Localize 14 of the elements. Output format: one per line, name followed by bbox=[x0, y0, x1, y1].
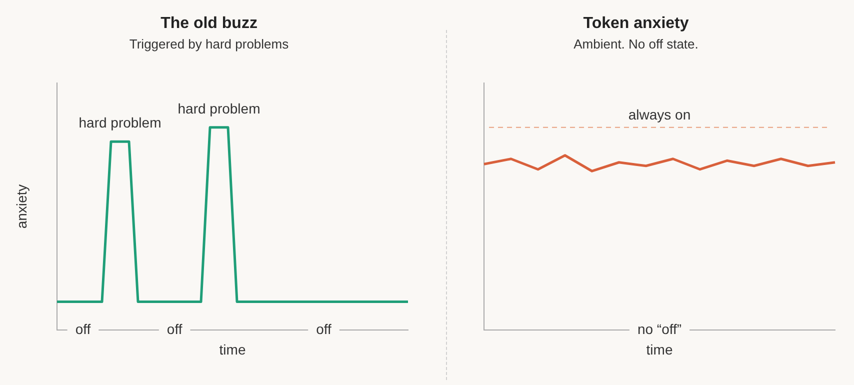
annotation: hard problem bbox=[78, 114, 162, 130]
annotation: off bbox=[316, 321, 332, 338]
y-axis-title: anxiety bbox=[13, 184, 30, 229]
x-axis-title: time bbox=[219, 341, 246, 358]
chart-title: The old buzz bbox=[160, 15, 258, 32]
text: hard problem bbox=[178, 100, 260, 116]
chart-subtitle: Triggered by hard problems bbox=[129, 36, 290, 52]
chart-title: Token anxiety bbox=[583, 15, 689, 32]
annotation: off bbox=[75, 321, 91, 338]
annotation: off bbox=[166, 321, 182, 338]
x-axis-title: time bbox=[646, 341, 673, 358]
ref-line-label: always on bbox=[628, 106, 691, 122]
annotation: no “off” bbox=[637, 321, 682, 338]
chart-subtitle: Ambient. No off state. bbox=[574, 36, 698, 52]
